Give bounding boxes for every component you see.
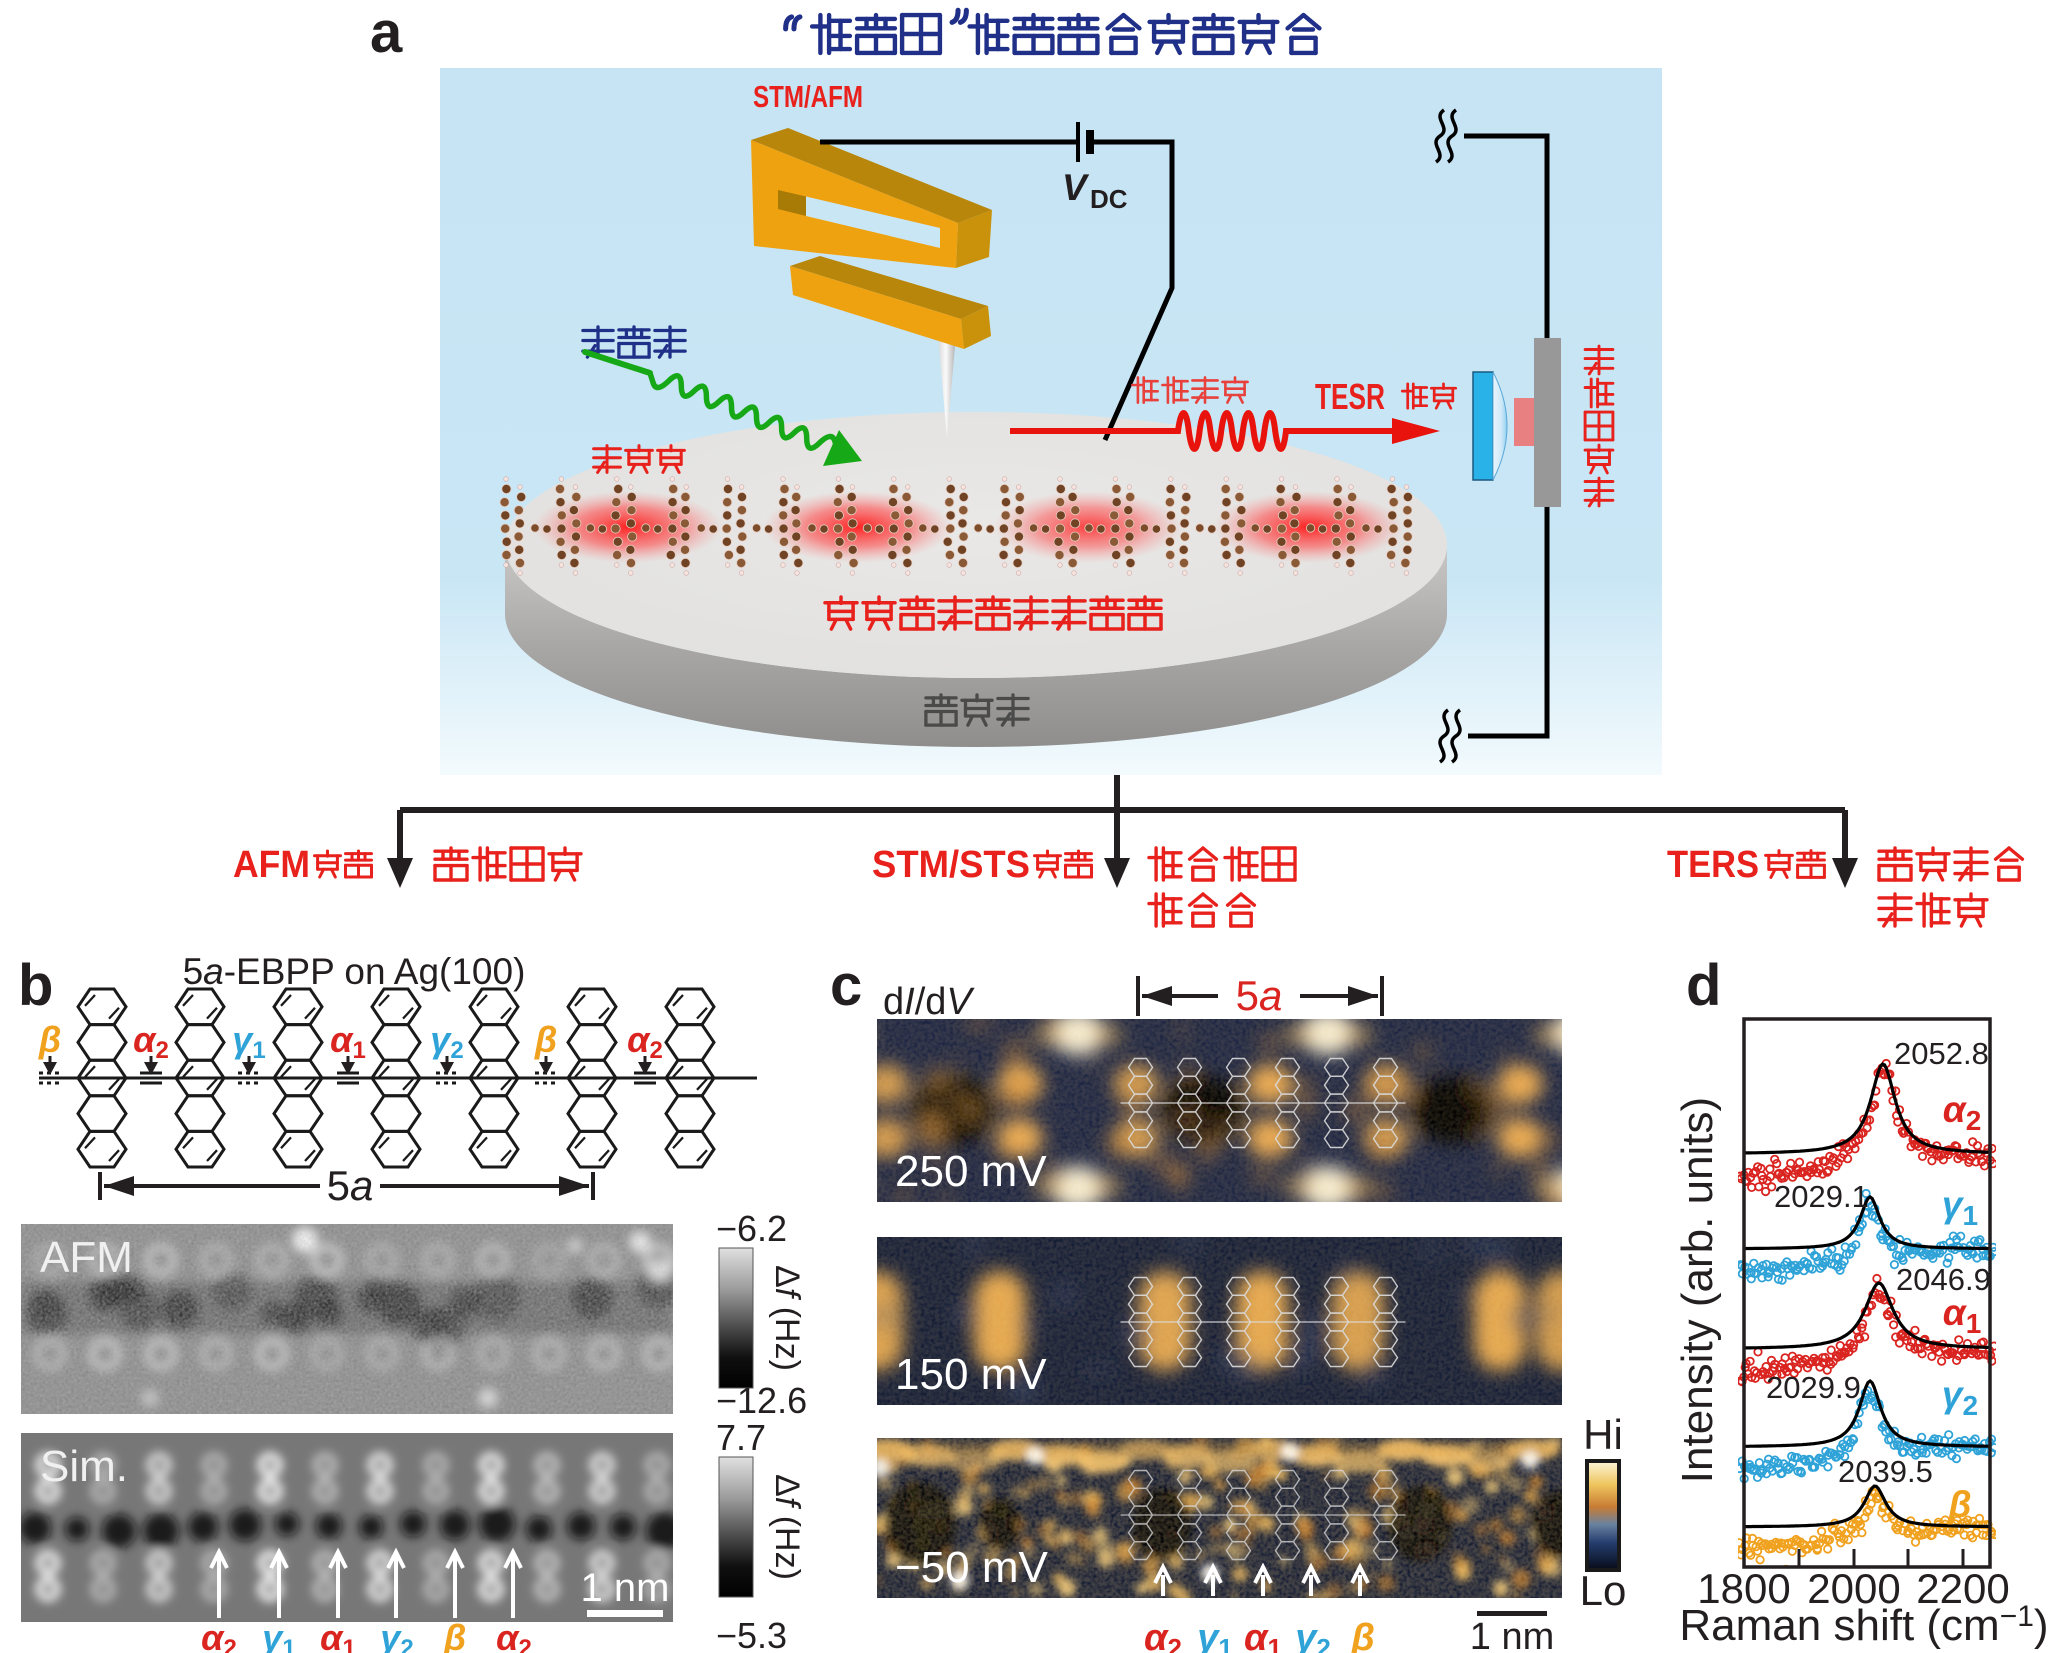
svg-text:−6.2: −6.2	[716, 1208, 787, 1249]
svg-text:2000: 2000	[1807, 1565, 1900, 1612]
svg-text:α1: α1	[1244, 1617, 1282, 1653]
svg-text:5a: 5a	[1236, 972, 1283, 1019]
svg-text:γ1: γ1	[262, 1617, 295, 1653]
svg-text:5a: 5a	[327, 1162, 374, 1209]
svg-text:β: β	[1350, 1617, 1375, 1653]
svg-text:γ2: γ2	[1295, 1617, 1331, 1653]
svg-text:5a-EBPP on Ag(100): 5a-EBPP on Ag(100)	[183, 951, 526, 992]
svg-text:2046.9: 2046.9	[1896, 1262, 1991, 1297]
svg-text:2029.1: 2029.1	[1774, 1179, 1869, 1214]
svg-text:−12.6: −12.6	[716, 1380, 807, 1421]
svg-text:β: β	[443, 1617, 466, 1653]
svg-text:Δf (Hz): Δf (Hz)	[768, 1474, 806, 1580]
svg-text:γ1: γ1	[1197, 1617, 1233, 1653]
svg-text:−5.3: −5.3	[716, 1615, 787, 1653]
svg-text:α2: α2	[1144, 1617, 1182, 1653]
svg-text:Lo: Lo	[1580, 1567, 1627, 1614]
svg-text:γ2: γ2	[380, 1617, 413, 1653]
svg-text:1 nm: 1 nm	[1470, 1616, 1554, 1653]
svg-text:TERS: TERS	[1667, 844, 1759, 886]
svg-text:α2: α2	[496, 1617, 532, 1653]
svg-text:Sim.: Sim.	[40, 1442, 128, 1491]
svg-text:STM/STS: STM/STS	[872, 844, 1030, 886]
svg-text:c: c	[830, 953, 862, 1018]
svg-text:7.7: 7.7	[716, 1417, 766, 1458]
svg-text:α2: α2	[1943, 1089, 1982, 1136]
svg-text:250 mV: 250 mV	[895, 1147, 1047, 1196]
svg-text:2200: 2200	[1916, 1565, 2009, 1612]
svg-text:−50 mV: −50 mV	[895, 1543, 1049, 1592]
svg-text:β: β	[38, 1019, 61, 1060]
svg-text:TESR: TESR	[1315, 376, 1385, 417]
svg-text:Hi: Hi	[1583, 1411, 1623, 1458]
svg-text:STM/AFM: STM/AFM	[753, 79, 863, 114]
svg-text:α1: α1	[320, 1617, 356, 1653]
svg-text:dI/dV: dI/dV	[883, 981, 975, 1023]
svg-text:α1: α1	[1943, 1292, 1982, 1339]
svg-text:AFM: AFM	[40, 1233, 133, 1282]
svg-text:1 nm: 1 nm	[581, 1566, 670, 1610]
svg-text:γ2: γ2	[1942, 1374, 1978, 1421]
svg-text:2039.5: 2039.5	[1838, 1454, 1933, 1489]
svg-text:d: d	[1686, 953, 1721, 1018]
svg-text:a: a	[370, 0, 403, 65]
svg-text:150 mV: 150 mV	[895, 1350, 1047, 1399]
svg-text:Intensity (arb. units): Intensity (arb. units)	[1673, 1097, 1722, 1483]
svg-text:β: β	[534, 1019, 557, 1060]
svg-text:2029.9: 2029.9	[1766, 1370, 1861, 1405]
svg-text:α2: α2	[201, 1617, 237, 1653]
svg-text:b: b	[18, 953, 53, 1018]
svg-text:Δf (Hz): Δf (Hz)	[768, 1265, 806, 1371]
svg-text:2052.8: 2052.8	[1894, 1036, 1989, 1071]
svg-text:Raman shift (cm−1): Raman shift (cm−1)	[1679, 1600, 2048, 1650]
svg-text:AFM: AFM	[233, 844, 310, 886]
svg-text:1800: 1800	[1697, 1565, 1790, 1612]
svg-text:V: V	[1062, 167, 1090, 208]
svg-text:DC: DC	[1090, 184, 1128, 214]
svg-text:γ1: γ1	[1942, 1184, 1978, 1231]
svg-text:β: β	[1948, 1484, 1972, 1525]
